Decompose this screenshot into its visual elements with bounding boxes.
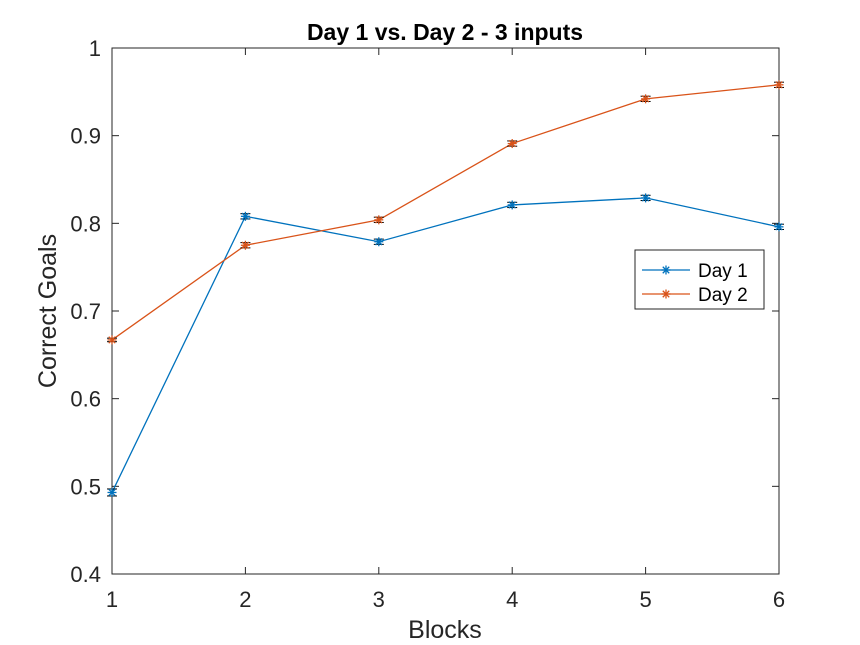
legend-label: Day 1 bbox=[698, 261, 748, 282]
y-tick-label: 0.9 bbox=[70, 124, 101, 149]
data-point bbox=[641, 193, 651, 203]
data-point bbox=[774, 80, 784, 90]
legend-item: Day 1 bbox=[642, 261, 748, 282]
data-point bbox=[240, 240, 250, 250]
y-axis-ticks: 0.4 0.5 0.6 0.7 0.8 0.9 1 bbox=[70, 36, 779, 587]
x-tick-label: 4 bbox=[506, 587, 518, 612]
y-tick-label: 0.7 bbox=[70, 299, 101, 324]
x-axis-ticks: 1 2 3 4 5 6 bbox=[106, 48, 785, 612]
x-tick-label: 2 bbox=[239, 587, 251, 612]
x-tick-label: 3 bbox=[373, 587, 385, 612]
y-tick-label: 0.4 bbox=[70, 562, 101, 587]
data-point bbox=[641, 94, 651, 104]
data-point bbox=[374, 215, 384, 225]
y-tick-label: 0.6 bbox=[70, 387, 101, 412]
x-tick-label: 6 bbox=[773, 587, 785, 612]
x-tick-label: 5 bbox=[639, 587, 651, 612]
series-line bbox=[111, 197, 780, 493]
legend: Day 1 Day 2 bbox=[634, 249, 765, 310]
legend-entries: Day 1 Day 2 bbox=[642, 261, 748, 306]
data-point bbox=[240, 211, 250, 221]
data-point bbox=[374, 237, 384, 247]
plot-area bbox=[111, 47, 780, 575]
data-point bbox=[507, 139, 517, 149]
y-tick-label: 1 bbox=[89, 36, 101, 61]
series-line bbox=[111, 84, 780, 341]
legend-marker bbox=[661, 289, 671, 299]
legend-box bbox=[634, 249, 765, 310]
legend-label: Day 2 bbox=[698, 285, 748, 306]
series-layer bbox=[107, 80, 784, 497]
x-tick-label: 1 bbox=[106, 587, 118, 612]
legend-marker bbox=[661, 265, 671, 275]
y-tick-label: 0.5 bbox=[70, 474, 101, 499]
series-1 bbox=[107, 193, 784, 497]
x-axis-label: Blocks bbox=[408, 616, 482, 644]
data-point bbox=[774, 222, 784, 232]
y-tick-label: 0.8 bbox=[70, 211, 101, 236]
chart-title: Day 1 vs. Day 2 - 3 inputs bbox=[307, 19, 583, 45]
legend-item: Day 2 bbox=[642, 285, 748, 306]
series-2 bbox=[107, 80, 784, 345]
data-point bbox=[507, 200, 517, 210]
y-axis-label: Correct Goals bbox=[34, 234, 62, 388]
data-point bbox=[107, 335, 117, 345]
data-point bbox=[107, 487, 117, 497]
